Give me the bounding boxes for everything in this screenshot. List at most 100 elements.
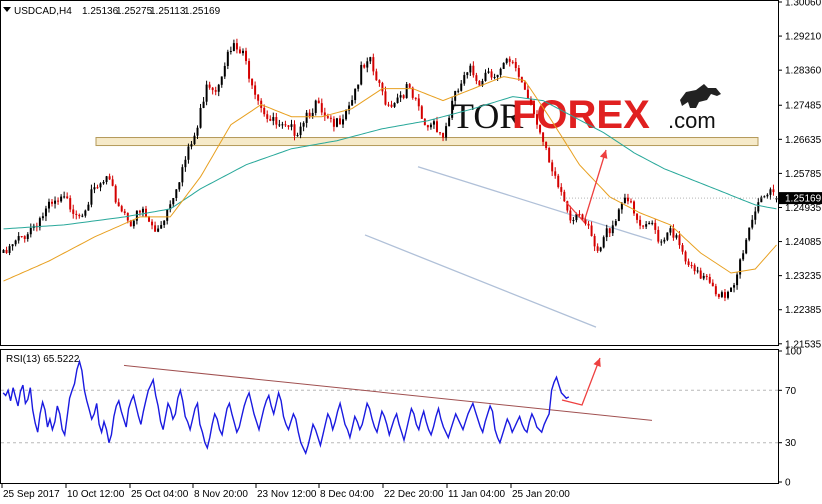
candle bbox=[569, 205, 572, 224]
candle bbox=[539, 124, 542, 135]
candle bbox=[760, 195, 763, 203]
time-tick-label: 23 Nov 12:00 bbox=[257, 489, 317, 500]
candle bbox=[596, 243, 599, 253]
time-tick-label: 25 Sep 2017 bbox=[3, 489, 60, 500]
candle bbox=[499, 67, 502, 78]
candle bbox=[217, 83, 220, 97]
candle bbox=[23, 235, 26, 243]
candle bbox=[387, 101, 390, 107]
candle bbox=[620, 202, 623, 214]
close-value: 1.25169 bbox=[184, 6, 221, 17]
candle bbox=[775, 196, 778, 203]
rsi-tick-label: 0 bbox=[785, 478, 791, 489]
candle bbox=[14, 239, 17, 247]
candle bbox=[60, 194, 63, 203]
time-tick-label: 10 Oct 12:00 bbox=[67, 489, 125, 500]
candle bbox=[369, 56, 372, 65]
time-tick-label: 8 Dec 04:00 bbox=[320, 489, 374, 500]
candle bbox=[408, 83, 411, 89]
candle bbox=[451, 96, 454, 120]
candle bbox=[739, 258, 742, 279]
candle bbox=[751, 215, 754, 230]
candle bbox=[90, 184, 93, 208]
candle bbox=[366, 57, 369, 73]
candle bbox=[742, 250, 745, 262]
candle bbox=[8, 243, 11, 256]
candle bbox=[608, 227, 611, 237]
candle bbox=[399, 91, 402, 102]
candle bbox=[81, 213, 84, 218]
candle bbox=[711, 279, 714, 287]
candle bbox=[448, 115, 451, 127]
symbol-marker-icon bbox=[3, 7, 11, 12]
candle bbox=[263, 104, 266, 117]
candle bbox=[435, 116, 438, 133]
candle bbox=[214, 86, 217, 96]
candle bbox=[20, 236, 23, 238]
candle bbox=[666, 232, 669, 242]
candle bbox=[445, 122, 448, 141]
candle bbox=[163, 219, 166, 228]
candle bbox=[560, 183, 563, 196]
candle bbox=[629, 198, 632, 204]
candle bbox=[478, 80, 481, 86]
candle bbox=[199, 103, 202, 129]
candle bbox=[102, 180, 105, 185]
candle bbox=[84, 209, 87, 218]
candle bbox=[38, 216, 41, 231]
candle bbox=[96, 184, 99, 189]
candle bbox=[663, 237, 666, 244]
candle bbox=[611, 220, 614, 237]
candle bbox=[105, 175, 108, 185]
price-tick-label: 1.23235 bbox=[785, 271, 822, 282]
candle bbox=[335, 117, 338, 128]
candle bbox=[599, 246, 602, 253]
candle bbox=[11, 244, 14, 251]
candle bbox=[463, 71, 466, 86]
candle bbox=[354, 88, 357, 104]
candle bbox=[681, 243, 684, 255]
candle bbox=[402, 94, 405, 100]
candle bbox=[702, 272, 705, 281]
candle bbox=[432, 118, 435, 129]
candle bbox=[717, 293, 720, 299]
candle bbox=[284, 120, 287, 127]
candle bbox=[684, 250, 687, 265]
candle bbox=[2, 249, 5, 254]
candle bbox=[232, 39, 235, 52]
candle bbox=[708, 273, 711, 284]
candle bbox=[726, 290, 729, 300]
rsi-panel bbox=[0, 349, 779, 484]
candle bbox=[605, 224, 608, 242]
candle bbox=[551, 159, 554, 177]
candle bbox=[208, 81, 211, 90]
candle bbox=[26, 232, 29, 242]
candle bbox=[181, 164, 184, 187]
candle bbox=[730, 287, 733, 293]
candle bbox=[511, 60, 514, 65]
candle bbox=[66, 192, 69, 200]
candle bbox=[135, 210, 138, 225]
candle bbox=[193, 132, 196, 145]
candle bbox=[645, 221, 648, 230]
candle bbox=[72, 204, 75, 219]
candle bbox=[633, 200, 636, 216]
last-price-marker bbox=[779, 192, 822, 205]
candle bbox=[572, 217, 575, 225]
candle bbox=[338, 115, 341, 125]
price-tick-label: 1.22385 bbox=[785, 305, 822, 316]
price-tick-label: 1.29210 bbox=[785, 32, 822, 43]
candle bbox=[545, 141, 548, 151]
candle bbox=[696, 266, 699, 274]
candle bbox=[160, 221, 163, 229]
candle bbox=[457, 88, 460, 94]
candle bbox=[542, 132, 545, 146]
rsi-tick-label: 100 bbox=[785, 347, 802, 358]
candle bbox=[87, 201, 90, 211]
candle bbox=[220, 76, 223, 88]
candle bbox=[623, 193, 626, 204]
candle bbox=[360, 61, 363, 86]
bull-icon bbox=[680, 84, 721, 108]
candle bbox=[466, 71, 469, 79]
